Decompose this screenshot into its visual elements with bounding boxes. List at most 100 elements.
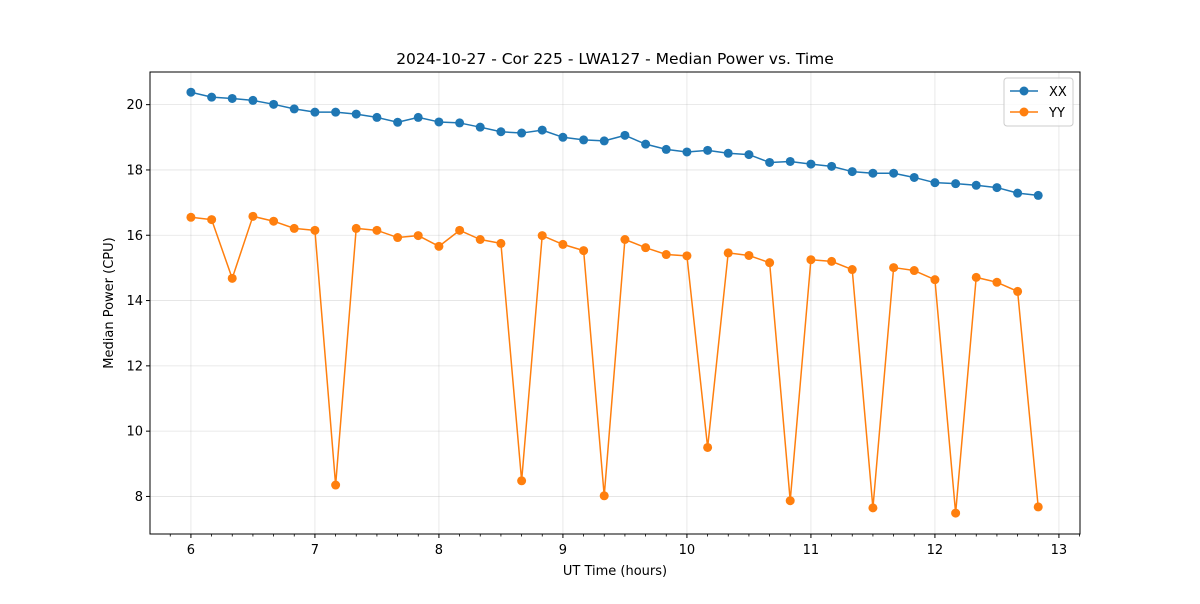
data-point-xx: [434, 117, 444, 127]
x-axis-label: UT Time (hours): [563, 564, 667, 579]
data-point-yy: [930, 275, 940, 285]
data-point-xx: [372, 112, 382, 122]
data-point-xx: [1013, 188, 1023, 198]
data-point-yy: [310, 225, 320, 235]
data-point-yy: [723, 248, 733, 258]
data-point-yy: [599, 491, 609, 501]
legend-label-yy: YY: [1048, 106, 1065, 121]
x-tick-label: 8: [435, 543, 443, 558]
data-point-yy: [682, 251, 692, 261]
data-point-yy: [475, 234, 485, 244]
data-point-xx: [227, 93, 237, 103]
plot-frame: [149, 71, 1081, 535]
data-point-yy: [703, 442, 713, 452]
data-point-xx: [269, 99, 279, 109]
data-point-xx: [475, 122, 485, 132]
data-point-xx: [785, 156, 795, 166]
data-point-xx: [537, 125, 547, 135]
x-tick-label: 10: [679, 543, 696, 558]
data-point-xx: [455, 118, 465, 128]
data-point-xx: [909, 172, 919, 182]
data-point-xx: [579, 135, 589, 145]
data-point-xx: [331, 107, 341, 117]
data-point-xx: [248, 95, 258, 105]
x-tick-label: 13: [1051, 543, 1068, 558]
data-point-xx: [847, 167, 857, 177]
data-point-yy: [207, 215, 217, 225]
y-tick-label: 18: [126, 163, 143, 178]
data-point-yy: [434, 241, 444, 251]
data-point-yy: [269, 216, 279, 226]
data-point-xx: [558, 132, 568, 142]
series-xx: [186, 87, 1043, 200]
legend: XX YY: [1003, 77, 1074, 127]
data-point-yy: [951, 508, 961, 518]
legend-label-xx: XX: [1049, 85, 1067, 100]
data-point-xx: [765, 157, 775, 167]
data-point-yy: [248, 211, 258, 221]
data-point-yy: [971, 272, 981, 282]
data-point-yy: [1033, 502, 1043, 512]
data-point-xx: [827, 161, 837, 171]
data-point-yy: [868, 503, 878, 513]
data-point-xx: [889, 168, 899, 178]
axis-ticks: 6 7 8 9 10 11 12 13 8 10 12 14 16 18 20: [126, 98, 1080, 558]
data-point-xx: [413, 112, 423, 122]
y-tick-label: 20: [126, 98, 143, 113]
data-point-yy: [537, 231, 547, 241]
data-point-yy: [992, 277, 1002, 287]
y-tick-label: 16: [126, 229, 143, 244]
data-point-xx: [641, 139, 651, 149]
data-point-xx: [723, 148, 733, 158]
data-point-xx: [599, 136, 609, 146]
data-point-yy: [641, 243, 651, 253]
y-tick-label: 8: [135, 490, 143, 505]
data-point-yy: [909, 266, 919, 276]
x-tick-label: 11: [803, 543, 820, 558]
data-point-yy: [806, 255, 816, 265]
data-point-yy: [227, 273, 237, 283]
data-point-yy: [620, 234, 630, 244]
data-point-yy: [744, 250, 754, 260]
y-tick-label: 14: [126, 294, 143, 309]
x-tick-label: 7: [311, 543, 319, 558]
data-point-yy: [827, 256, 837, 266]
data-point-yy: [517, 476, 527, 486]
data-point-xx: [703, 145, 713, 155]
data-point-yy: [289, 223, 299, 233]
data-point-xx: [661, 144, 671, 154]
y-tick-label: 10: [126, 425, 143, 440]
data-point-yy: [455, 225, 465, 235]
data-point-yy: [889, 263, 899, 273]
x-tick-label: 12: [927, 543, 944, 558]
data-point-xx: [868, 168, 878, 178]
data-point-xx: [207, 92, 217, 102]
series-yy: [186, 211, 1043, 518]
legend-marker-yy: [1019, 107, 1029, 117]
data-point-xx: [951, 179, 961, 189]
data-point-yy: [785, 496, 795, 506]
series-layer: [186, 87, 1043, 518]
y-axis-label: Median Power (CPU): [102, 237, 117, 368]
data-point-xx: [971, 180, 981, 190]
data-point-xx: [517, 128, 527, 138]
data-point-yy: [579, 246, 589, 256]
chart-title: 2024-10-27 - Cor 225 - LWA127 - Median P…: [396, 50, 834, 68]
data-point-xx: [393, 117, 403, 127]
data-point-xx: [620, 130, 630, 140]
data-point-yy: [661, 250, 671, 260]
data-point-yy: [331, 480, 341, 490]
data-point-xx: [1033, 190, 1043, 200]
y-tick-label: 12: [126, 359, 143, 374]
data-point-yy: [393, 233, 403, 243]
data-point-yy: [351, 223, 361, 233]
legend-marker-xx: [1019, 86, 1029, 96]
data-point-yy: [372, 225, 382, 235]
data-point-yy: [496, 238, 506, 248]
data-point-xx: [930, 178, 940, 188]
data-point-xx: [496, 127, 506, 137]
data-point-yy: [558, 239, 568, 249]
data-point-yy: [413, 231, 423, 241]
data-point-xx: [682, 147, 692, 157]
